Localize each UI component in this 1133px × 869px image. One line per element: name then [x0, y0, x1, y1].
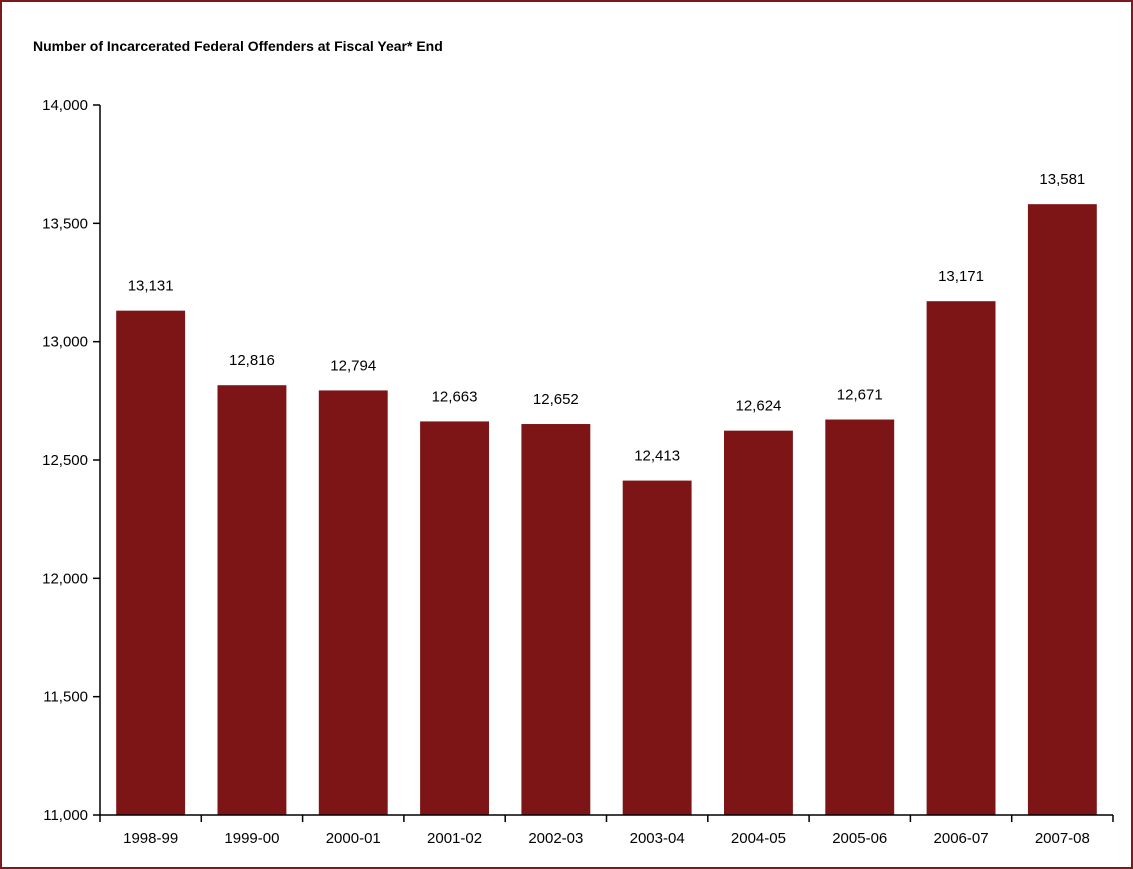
y-tick-label: 12,000 [42, 570, 88, 587]
bar [825, 419, 895, 815]
x-tick-label: 1998-99 [123, 830, 178, 847]
plot-area: 13,131 12,816 12,794 12,663 12,652 12,413 12,6… [42, 97, 1114, 847]
data-label: 12,671 [837, 387, 883, 404]
chart-title: Number of Incarcerated Federal Offenders… [33, 38, 443, 54]
bar [217, 385, 287, 815]
data-label: 12,624 [736, 398, 782, 415]
x-tick-label: 2000-01 [326, 830, 381, 847]
bar [521, 424, 591, 815]
y-tick-label: 13,500 [42, 215, 88, 232]
bar [318, 390, 388, 815]
x-tick-label: 2004-05 [731, 830, 786, 847]
data-label: 13,171 [938, 268, 984, 285]
data-label: 13,131 [128, 278, 174, 295]
y-tick-label: 11,500 [43, 689, 88, 706]
y-tick-label: 13,000 [42, 334, 88, 351]
x-tick-label: 2003-04 [630, 830, 685, 847]
y-tick-label: 11,000 [43, 807, 88, 824]
x-tick-label: 2002-03 [528, 830, 583, 847]
y-tick-label: 14,000 [42, 97, 88, 114]
data-label: 12,413 [634, 448, 680, 465]
x-tick-label: 2007-08 [1035, 830, 1090, 847]
data-label: 12,816 [229, 352, 275, 369]
data-label: 12,652 [533, 391, 579, 408]
data-label: 12,794 [330, 357, 376, 374]
bar [622, 480, 692, 815]
x-tick-label: 1999-00 [224, 830, 279, 847]
data-label: 13,581 [1039, 171, 1085, 188]
y-tick-label: 12,500 [42, 452, 88, 469]
bar [926, 301, 996, 815]
bar [1027, 204, 1097, 815]
bar [724, 430, 793, 815]
x-tick-label: 2001-02 [427, 830, 482, 847]
bar [420, 421, 489, 815]
x-tick-label: 2006-07 [934, 830, 989, 847]
data-label: 12,663 [432, 388, 478, 405]
bar [116, 310, 186, 815]
x-tick-label: 2005-06 [832, 830, 887, 847]
